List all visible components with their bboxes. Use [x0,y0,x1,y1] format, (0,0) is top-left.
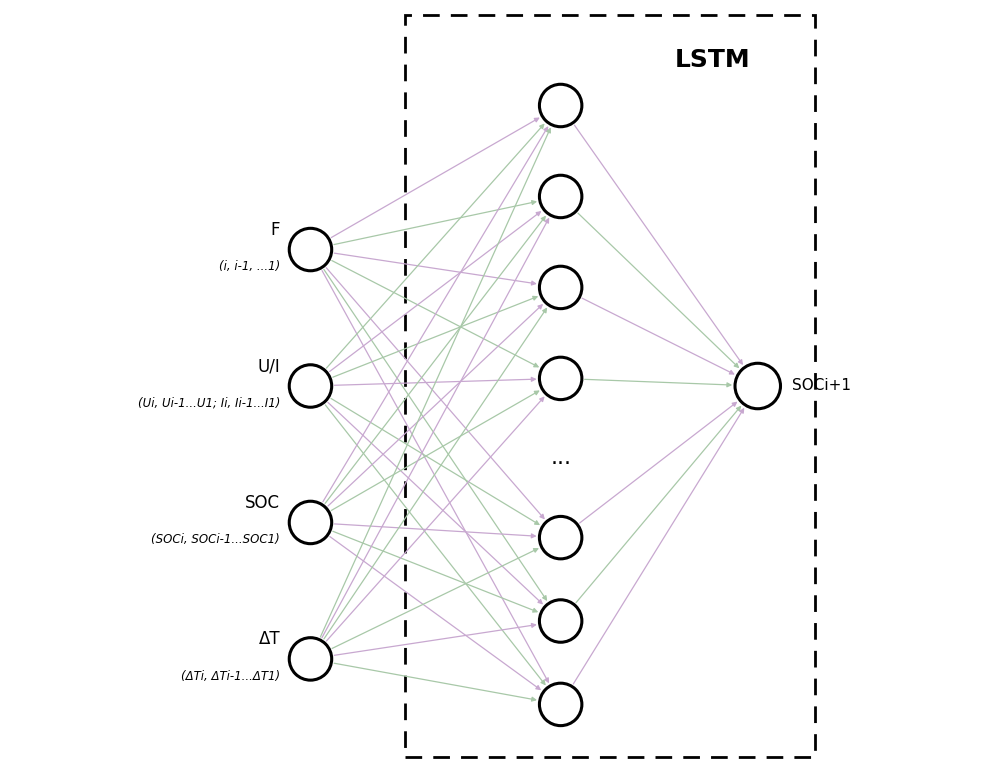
Circle shape [539,175,582,218]
Circle shape [539,683,582,726]
Circle shape [289,365,332,407]
Text: (SOCi, SOCi-1...SOC1): (SOCi, SOCi-1...SOC1) [151,533,280,546]
Text: SOC: SOC [245,494,280,512]
Text: (i, i-1, ...1): (i, i-1, ...1) [219,260,280,273]
Text: (Ui, Ui-1...U1; Ii, Ii-1...I1): (Ui, Ui-1...U1; Ii, Ii-1...I1) [138,397,280,410]
Text: F: F [271,221,280,239]
Text: (ΔTi, ΔTi-1...ΔT1): (ΔTi, ΔTi-1...ΔT1) [181,669,280,682]
Circle shape [539,516,582,559]
Circle shape [735,364,781,408]
Text: ΔT: ΔT [259,630,280,648]
Text: SOCi+1: SOCi+1 [792,378,851,394]
Circle shape [539,84,582,127]
Circle shape [289,501,332,543]
Circle shape [539,600,582,642]
Circle shape [539,266,582,309]
Circle shape [289,229,332,271]
Text: ...: ... [550,448,571,468]
Circle shape [289,638,332,680]
Circle shape [539,357,582,400]
Text: U/I: U/I [257,357,280,375]
Text: LSTM: LSTM [674,48,750,72]
